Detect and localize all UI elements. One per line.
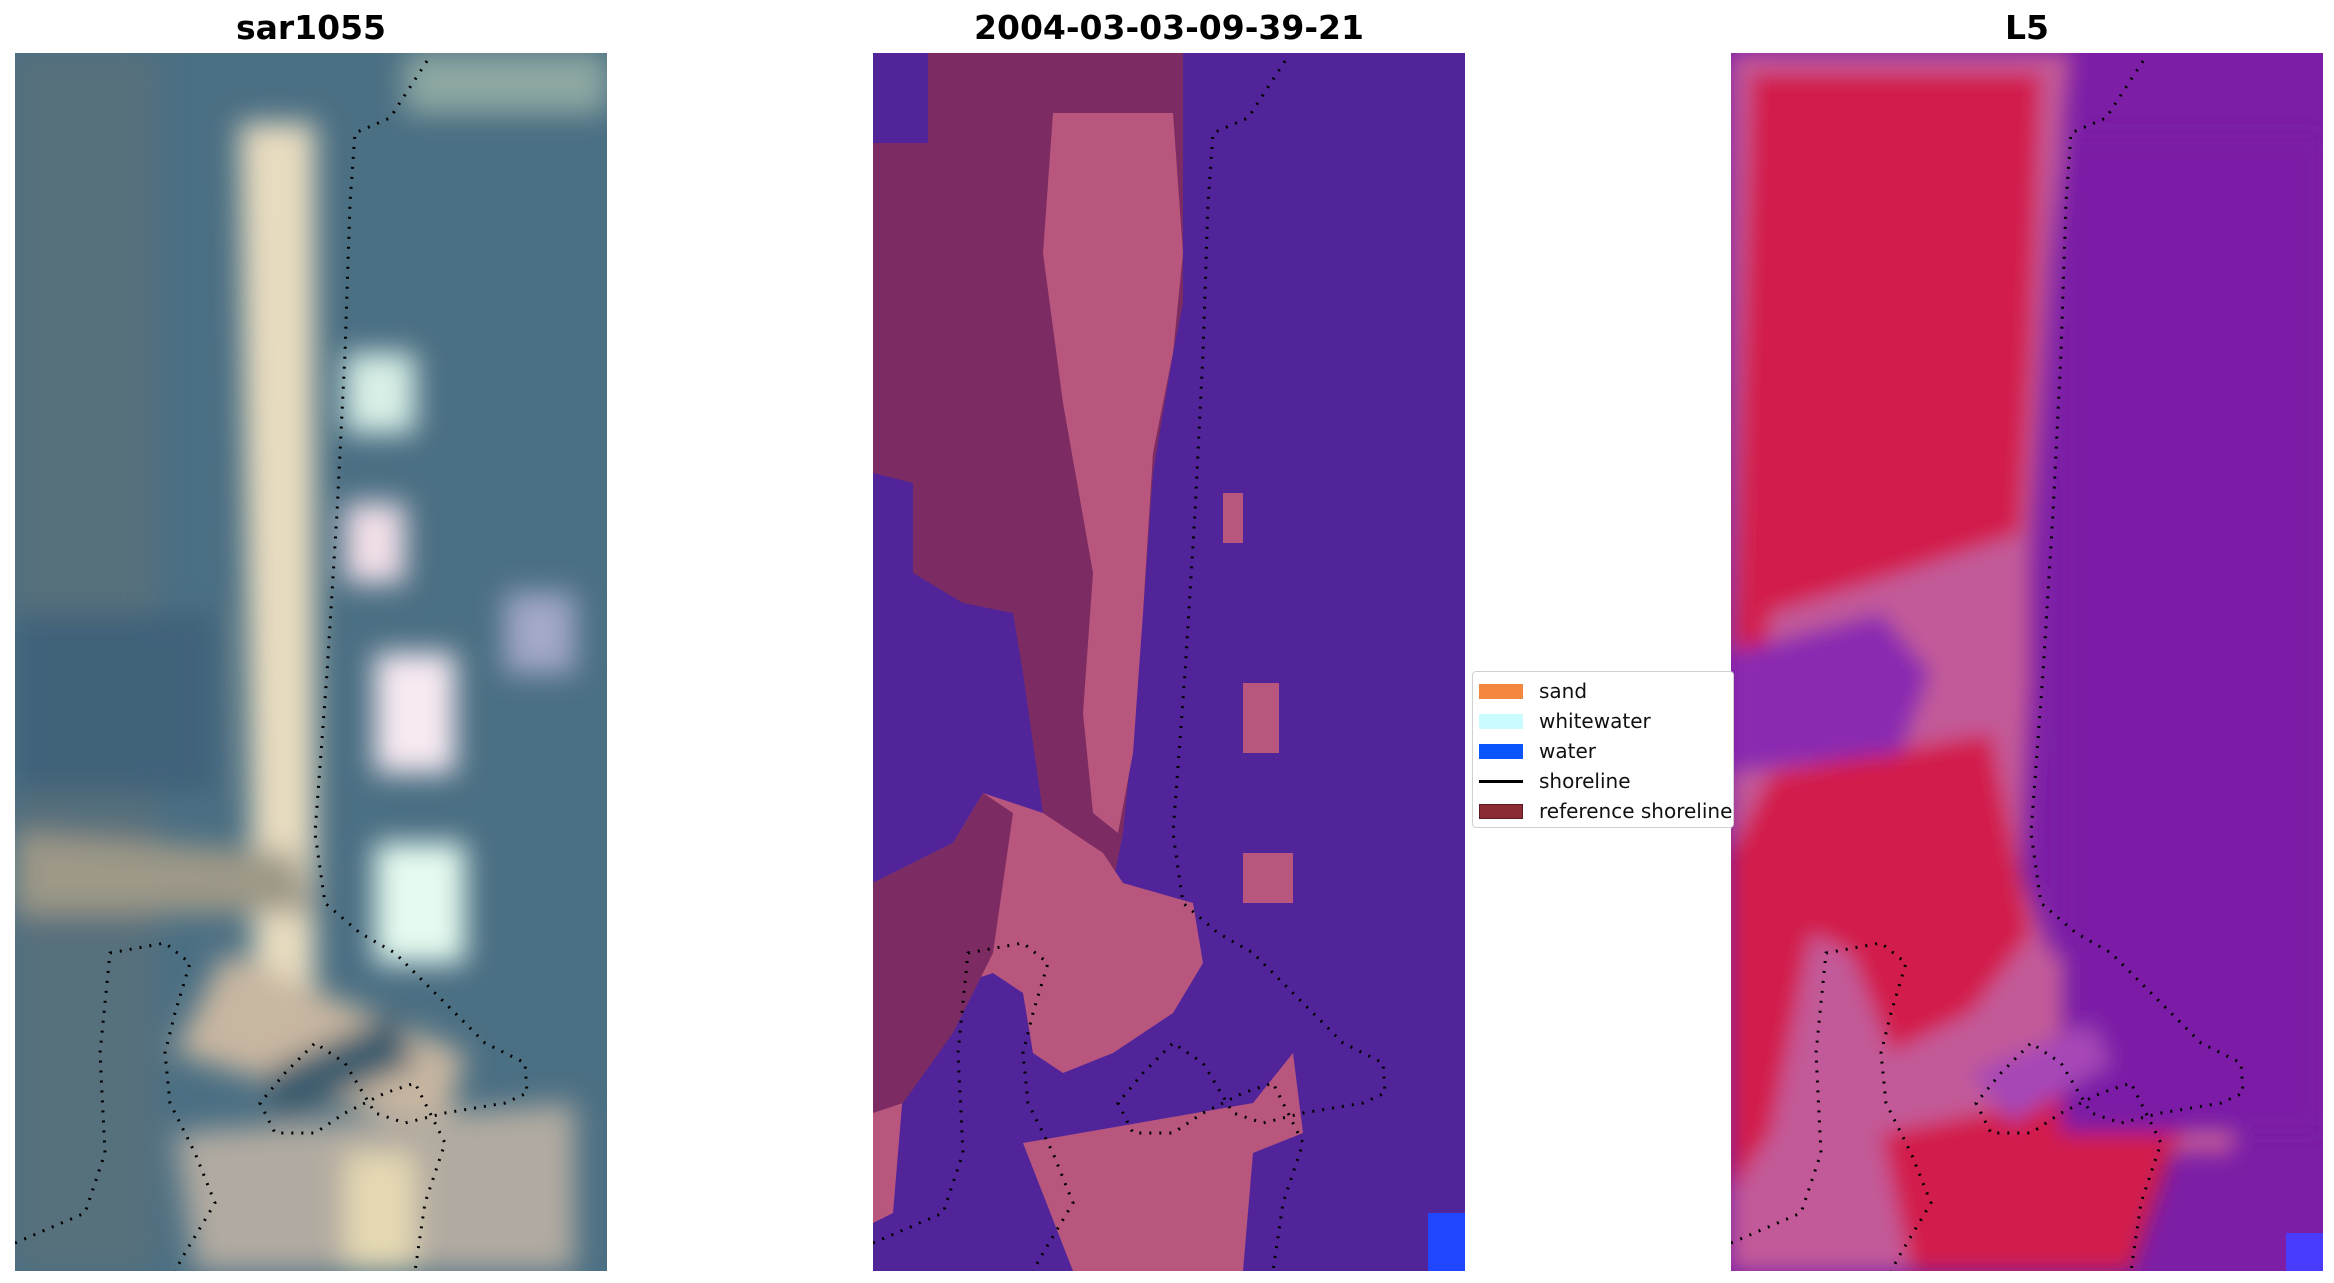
index-image-panel bbox=[1731, 53, 2323, 1271]
shoreline-line-icon bbox=[1479, 779, 1523, 783]
legend-label: whitewater bbox=[1539, 709, 1651, 733]
rgb-image-panel bbox=[15, 53, 607, 1271]
index-image bbox=[1731, 53, 2323, 1271]
legend-item-shoreline: shoreline bbox=[1479, 768, 1631, 794]
sand-swatch-icon bbox=[1479, 683, 1523, 699]
legend-item-whitewater: whitewater bbox=[1479, 708, 1651, 734]
legend-item-sand: sand bbox=[1479, 678, 1587, 704]
legend-label: shoreline bbox=[1539, 769, 1631, 793]
legend: sand whitewater water shoreline referenc… bbox=[1472, 671, 1734, 828]
water-swatch-icon bbox=[1479, 743, 1523, 759]
legend-item-water: water bbox=[1479, 738, 1596, 764]
legend-label: water bbox=[1539, 739, 1596, 763]
panel-title-classification: 2004-03-03-09-39-21 bbox=[974, 8, 1364, 47]
panel-title-index: L5 bbox=[2005, 8, 2049, 47]
reference-shoreline-swatch-icon bbox=[1479, 803, 1523, 819]
panel-title-rgb: sar1055 bbox=[235, 8, 387, 47]
whitewater-swatch-icon bbox=[1479, 713, 1523, 729]
classification-image bbox=[873, 53, 1465, 1271]
legend-item-reference-shoreline: reference shoreline bbox=[1479, 798, 1732, 824]
rgb-image bbox=[15, 53, 607, 1271]
legend-label: reference shoreline bbox=[1539, 799, 1733, 823]
legend-label: sand bbox=[1539, 679, 1588, 703]
classification-panel bbox=[873, 53, 1465, 1271]
